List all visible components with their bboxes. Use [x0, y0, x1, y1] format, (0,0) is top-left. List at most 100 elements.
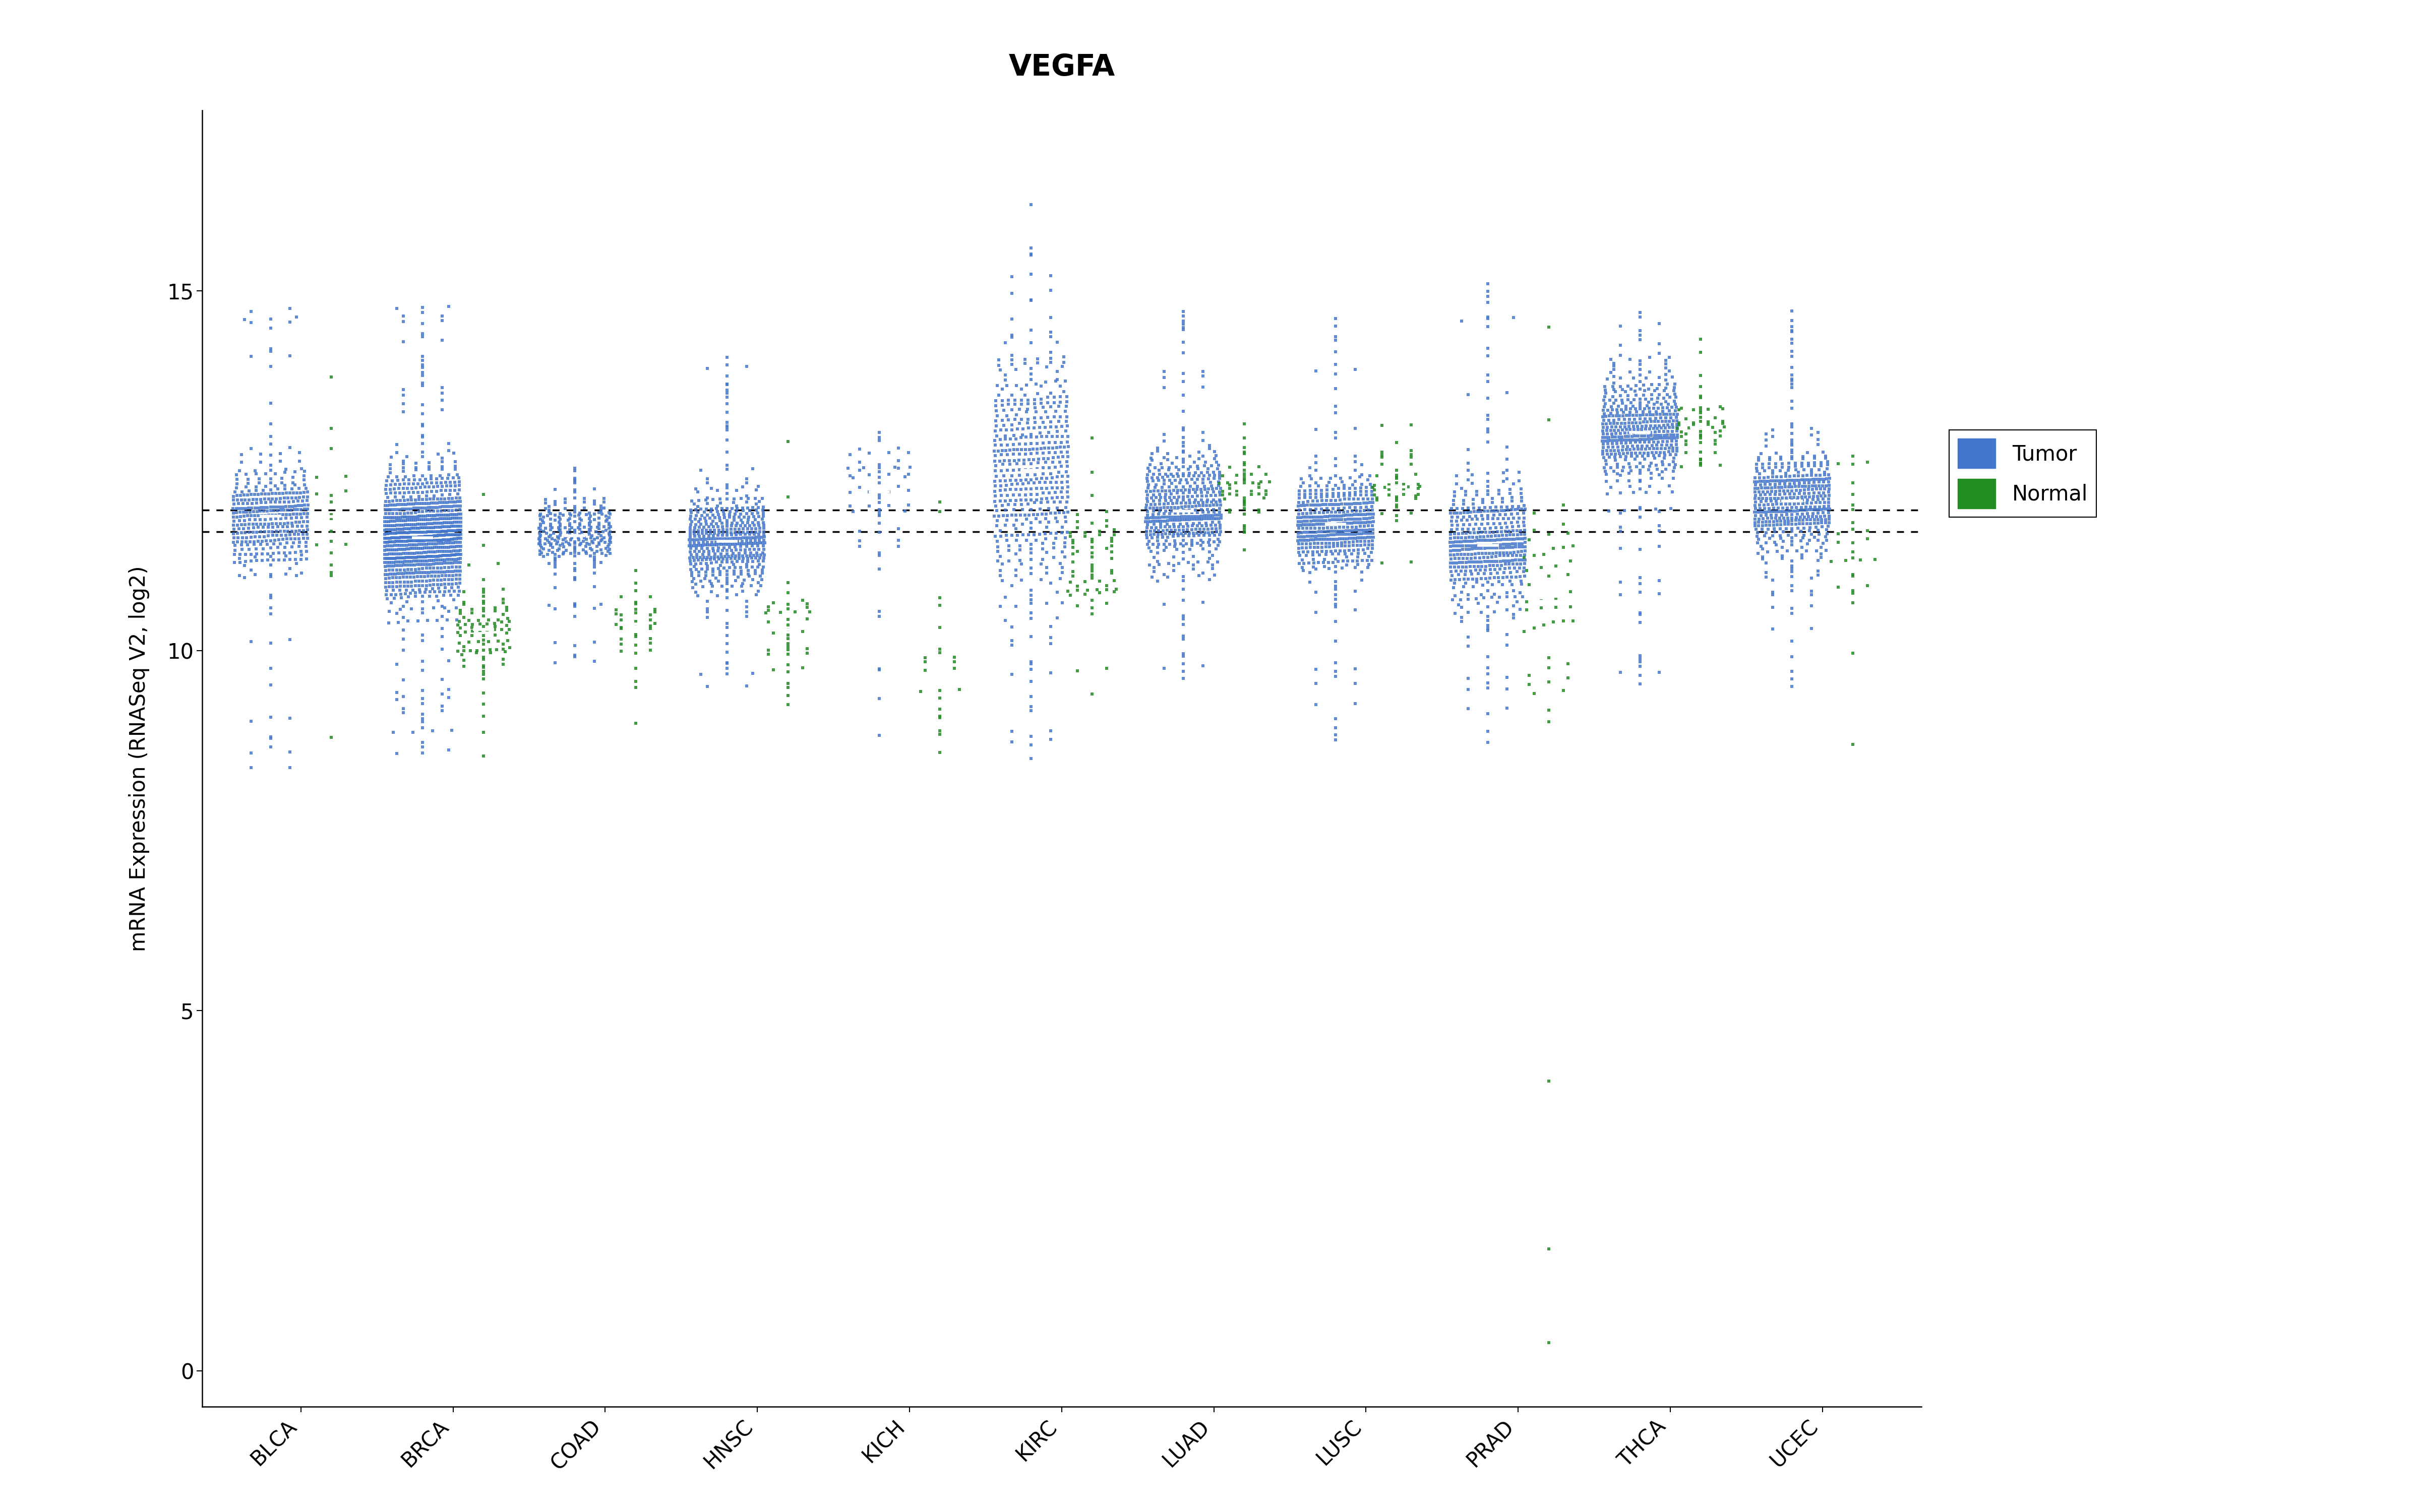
Point [1740, 479, 1779, 503]
Point [1774, 488, 1813, 513]
Point [1445, 567, 1483, 591]
Point [373, 591, 411, 615]
Point [266, 494, 305, 519]
Point [1781, 519, 1820, 543]
Point [520, 526, 559, 550]
Point [252, 724, 290, 748]
Point [1592, 360, 1631, 384]
Point [1682, 452, 1721, 476]
Point [1152, 519, 1191, 543]
Point [1621, 352, 1660, 376]
Point [1469, 307, 1508, 331]
Point [1193, 488, 1232, 513]
Point [1600, 404, 1638, 428]
Point [1012, 431, 1050, 455]
Point [283, 510, 322, 534]
Point [1508, 597, 1546, 621]
Point [1805, 490, 1844, 514]
Point [1193, 510, 1232, 534]
Point [1316, 629, 1355, 653]
Point [368, 553, 407, 578]
Point [465, 646, 503, 670]
Point [1302, 488, 1341, 513]
Point [286, 493, 324, 517]
Point [387, 582, 426, 606]
Point [1624, 428, 1663, 452]
Point [1128, 457, 1166, 481]
Point [252, 705, 290, 729]
Point [1658, 429, 1696, 454]
Point [288, 502, 327, 526]
Point [1459, 537, 1498, 561]
Point [365, 562, 404, 587]
Point [399, 491, 438, 516]
Point [1834, 445, 1873, 469]
Point [975, 393, 1014, 417]
Point [598, 602, 636, 626]
Point [559, 541, 598, 565]
Point [1742, 452, 1781, 476]
Point [1762, 452, 1800, 476]
Point [1503, 535, 1542, 559]
Point [399, 484, 438, 508]
Point [1200, 488, 1239, 513]
Point [397, 581, 436, 605]
Point [828, 457, 866, 481]
Point [1225, 426, 1263, 451]
Point [402, 525, 440, 549]
Point [1696, 428, 1735, 452]
Point [1493, 528, 1532, 552]
Point [1774, 485, 1813, 510]
Point [1350, 517, 1389, 541]
Point [1621, 437, 1660, 461]
Point [424, 398, 462, 422]
Point [373, 502, 411, 526]
Point [1791, 519, 1830, 543]
Point [1791, 511, 1830, 535]
Point [975, 458, 1014, 482]
Point [382, 534, 421, 558]
Point [402, 513, 440, 537]
Point [1614, 366, 1653, 390]
Point [617, 591, 656, 615]
Point [1336, 496, 1375, 520]
Point [1169, 457, 1208, 481]
Point [1348, 479, 1387, 503]
Point [1788, 467, 1827, 491]
Point [695, 532, 733, 556]
Point [583, 502, 622, 526]
Point [1198, 457, 1237, 481]
Point [975, 490, 1014, 514]
Point [552, 514, 590, 538]
Point [259, 514, 298, 538]
Point [1183, 537, 1222, 561]
Point [390, 585, 428, 609]
Point [736, 517, 774, 541]
Point [1300, 523, 1338, 547]
Point [382, 537, 421, 561]
Point [1774, 659, 1813, 683]
Point [1590, 404, 1629, 428]
Point [390, 513, 428, 537]
Legend: Tumor, Normal: Tumor, Normal [1948, 429, 2096, 517]
Point [385, 485, 424, 510]
Point [404, 295, 443, 319]
Point [1827, 549, 1866, 573]
Point [1602, 411, 1641, 435]
Point [1045, 435, 1084, 460]
Point [1336, 502, 1375, 526]
Point [394, 541, 433, 565]
Point [421, 470, 460, 494]
Point [373, 510, 411, 534]
Point [1038, 360, 1077, 384]
Point [586, 490, 624, 514]
Point [1488, 565, 1527, 590]
Point [1031, 325, 1070, 349]
Point [436, 442, 474, 466]
Point [465, 720, 503, 744]
Point [1316, 578, 1355, 602]
Point [1634, 416, 1672, 440]
Point [859, 520, 898, 544]
Point [557, 567, 595, 591]
Point [1529, 522, 1568, 546]
